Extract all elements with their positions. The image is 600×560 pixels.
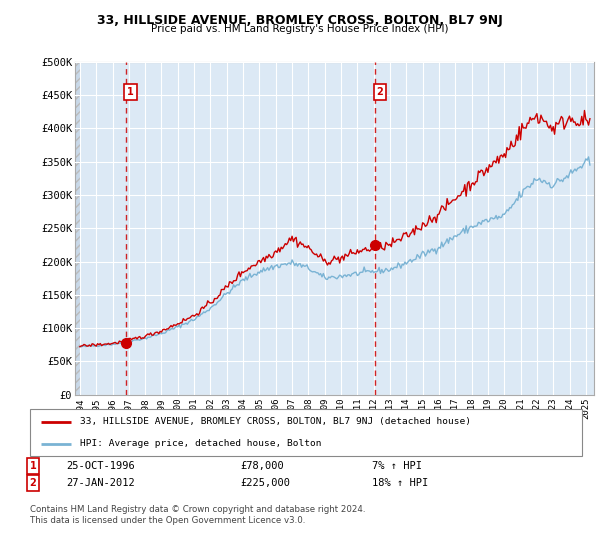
Text: £225,000: £225,000 — [240, 478, 290, 488]
Text: Contains HM Land Registry data © Crown copyright and database right 2024.
This d: Contains HM Land Registry data © Crown c… — [30, 505, 365, 525]
Text: 1: 1 — [29, 461, 37, 471]
Text: £78,000: £78,000 — [240, 461, 284, 471]
FancyBboxPatch shape — [30, 409, 582, 456]
Text: 18% ↑ HPI: 18% ↑ HPI — [372, 478, 428, 488]
Text: 33, HILLSIDE AVENUE, BROMLEY CROSS, BOLTON, BL7 9NJ: 33, HILLSIDE AVENUE, BROMLEY CROSS, BOLT… — [97, 14, 503, 27]
Text: 1: 1 — [127, 87, 134, 96]
Text: 2: 2 — [376, 87, 383, 96]
Text: Price paid vs. HM Land Registry's House Price Index (HPI): Price paid vs. HM Land Registry's House … — [151, 24, 449, 34]
Text: 25-OCT-1996: 25-OCT-1996 — [66, 461, 135, 471]
Text: 27-JAN-2012: 27-JAN-2012 — [66, 478, 135, 488]
Text: HPI: Average price, detached house, Bolton: HPI: Average price, detached house, Bolt… — [80, 439, 321, 448]
Text: 33, HILLSIDE AVENUE, BROMLEY CROSS, BOLTON, BL7 9NJ (detached house): 33, HILLSIDE AVENUE, BROMLEY CROSS, BOLT… — [80, 417, 470, 426]
Text: 7% ↑ HPI: 7% ↑ HPI — [372, 461, 422, 471]
Text: 2: 2 — [29, 478, 37, 488]
Bar — [75, 62, 80, 395]
